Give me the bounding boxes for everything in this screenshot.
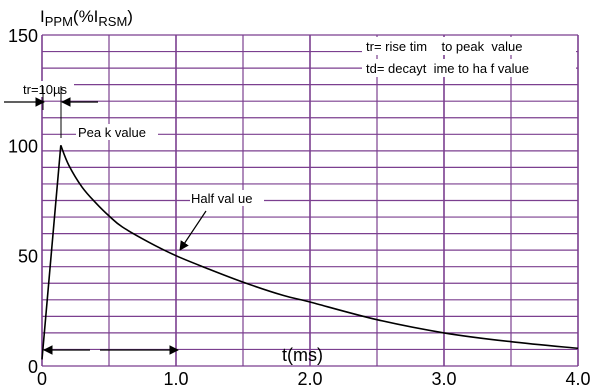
y-tick-label: 0: [28, 357, 38, 377]
legend-line2-bg: [362, 59, 576, 77]
legend-rise-time: tr= rise tim to peak value: [366, 39, 522, 54]
half-label-bg: [190, 190, 264, 206]
peak-label-bg: [76, 124, 158, 140]
half-value-arrow: [179, 210, 207, 251]
x-tick-label: 3.0: [431, 369, 456, 389]
tr-label: tr=10µs: [23, 82, 67, 97]
x-tick-label: 1.0: [163, 369, 188, 389]
half-value-label: Half val ue: [191, 191, 252, 206]
x-tick-label: 4.0: [565, 369, 590, 389]
y-tick-label: 50: [18, 247, 38, 267]
x-tick-label: 0: [37, 369, 47, 389]
x-tick-label: 2.0: [297, 369, 322, 389]
surge-waveform-line: [41, 145, 579, 360]
grid: [41, 34, 579, 367]
legend-line1-bg: [362, 37, 576, 55]
y-tick-label: 150: [8, 26, 38, 46]
legend-decay-time: td= decayt ime to ha f value: [366, 61, 529, 76]
peak-value-label: Pea k value: [78, 125, 146, 140]
y-tick-label: 100: [8, 136, 38, 156]
tick-labels: 0 50 100 150 0 1.0 2.0 3.0 4.0: [8, 26, 591, 389]
x-axis-title: t(ms): [282, 345, 323, 365]
y-axis-title: IPPM(%IRSM): [40, 7, 133, 29]
